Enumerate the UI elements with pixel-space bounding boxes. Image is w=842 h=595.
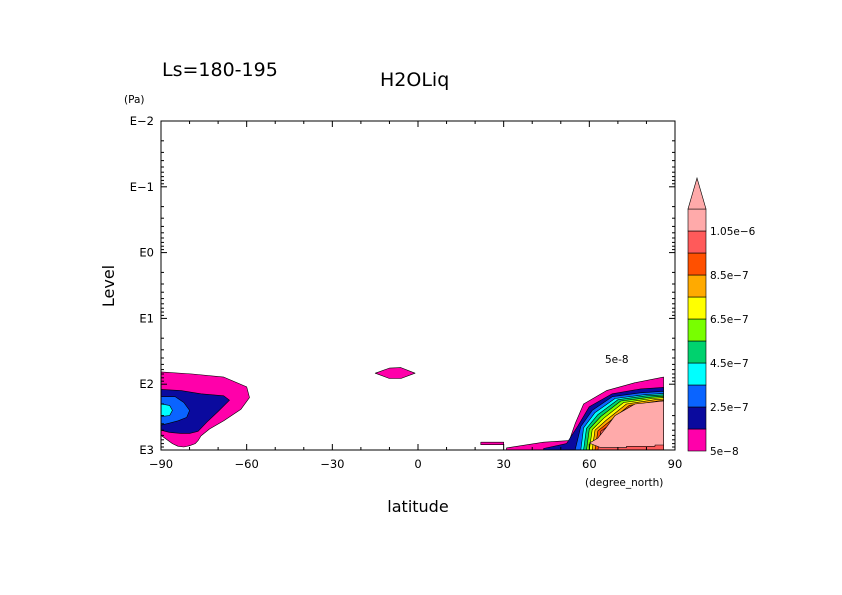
contour-fill-layer [160,367,664,451]
contour-region-5 [480,441,505,446]
colorbar-swatch [687,296,707,320]
colorbar-swatch [687,406,707,430]
x-tick-label: −60 [235,457,259,471]
contour-region-4 [374,367,416,379]
y-tick-label: E2 [139,377,154,391]
x-axis: −90 −60 −30 0 30 60 90 [149,121,682,471]
colorbar-swatch [687,428,707,452]
colorbar-label: 5e−8 [710,446,739,458]
colorbar-label: 1.05e−6 [710,226,756,238]
y-tick-label: E3 [139,443,154,457]
colorbar-label: 2.5e−7 [710,402,749,414]
contour-label: 5e-8 [605,354,629,366]
x-tick-label: 60 [582,457,597,471]
colorbar-extend-arrow [687,176,707,210]
colorbar-swatch [687,340,707,364]
colorbar: 5e−8 2.5e−7 4.5e−7 6.5e−7 8.5e−7 1.05e−6 [687,176,756,458]
y-tick-label: E−2 [130,114,154,128]
colorbar-label: 8.5e−7 [710,270,749,282]
y-axis-label: Level [99,265,118,307]
x-tick-label: 30 [496,457,511,471]
colorbar-label: 6.5e−7 [710,314,749,326]
x-tick-label: 90 [668,457,683,471]
colorbar-swatch [687,362,707,386]
y-tick-label: E0 [139,246,154,260]
colorbar-swatch [687,252,707,276]
x-tick-label: −90 [149,457,173,471]
colorbar-swatch [687,384,707,408]
x-axis-label: latitude [387,497,448,516]
contour-region-2 [160,396,190,426]
colorbar-swatch [687,274,707,298]
x-unit-label: (degree_north) [585,477,663,489]
chart-subtitle: Ls=180-195 [162,59,278,81]
y-tick-label: E1 [139,311,154,325]
y-unit-label: (Pa) [124,94,145,106]
colorbar-swatch [687,208,707,232]
y-axis: E−2 E−1 E0 E1 E2 E3 [130,114,675,457]
colorbar-swatch [687,318,707,342]
y-tick-label: E−1 [130,180,154,194]
chart-title: H2OLiq [380,69,449,91]
x-tick-label: 0 [414,457,421,471]
x-tick-label: −30 [320,457,344,471]
colorbar-label: 4.5e−7 [710,358,749,370]
contour-region-16 [588,400,664,448]
colorbar-swatch [687,230,707,254]
